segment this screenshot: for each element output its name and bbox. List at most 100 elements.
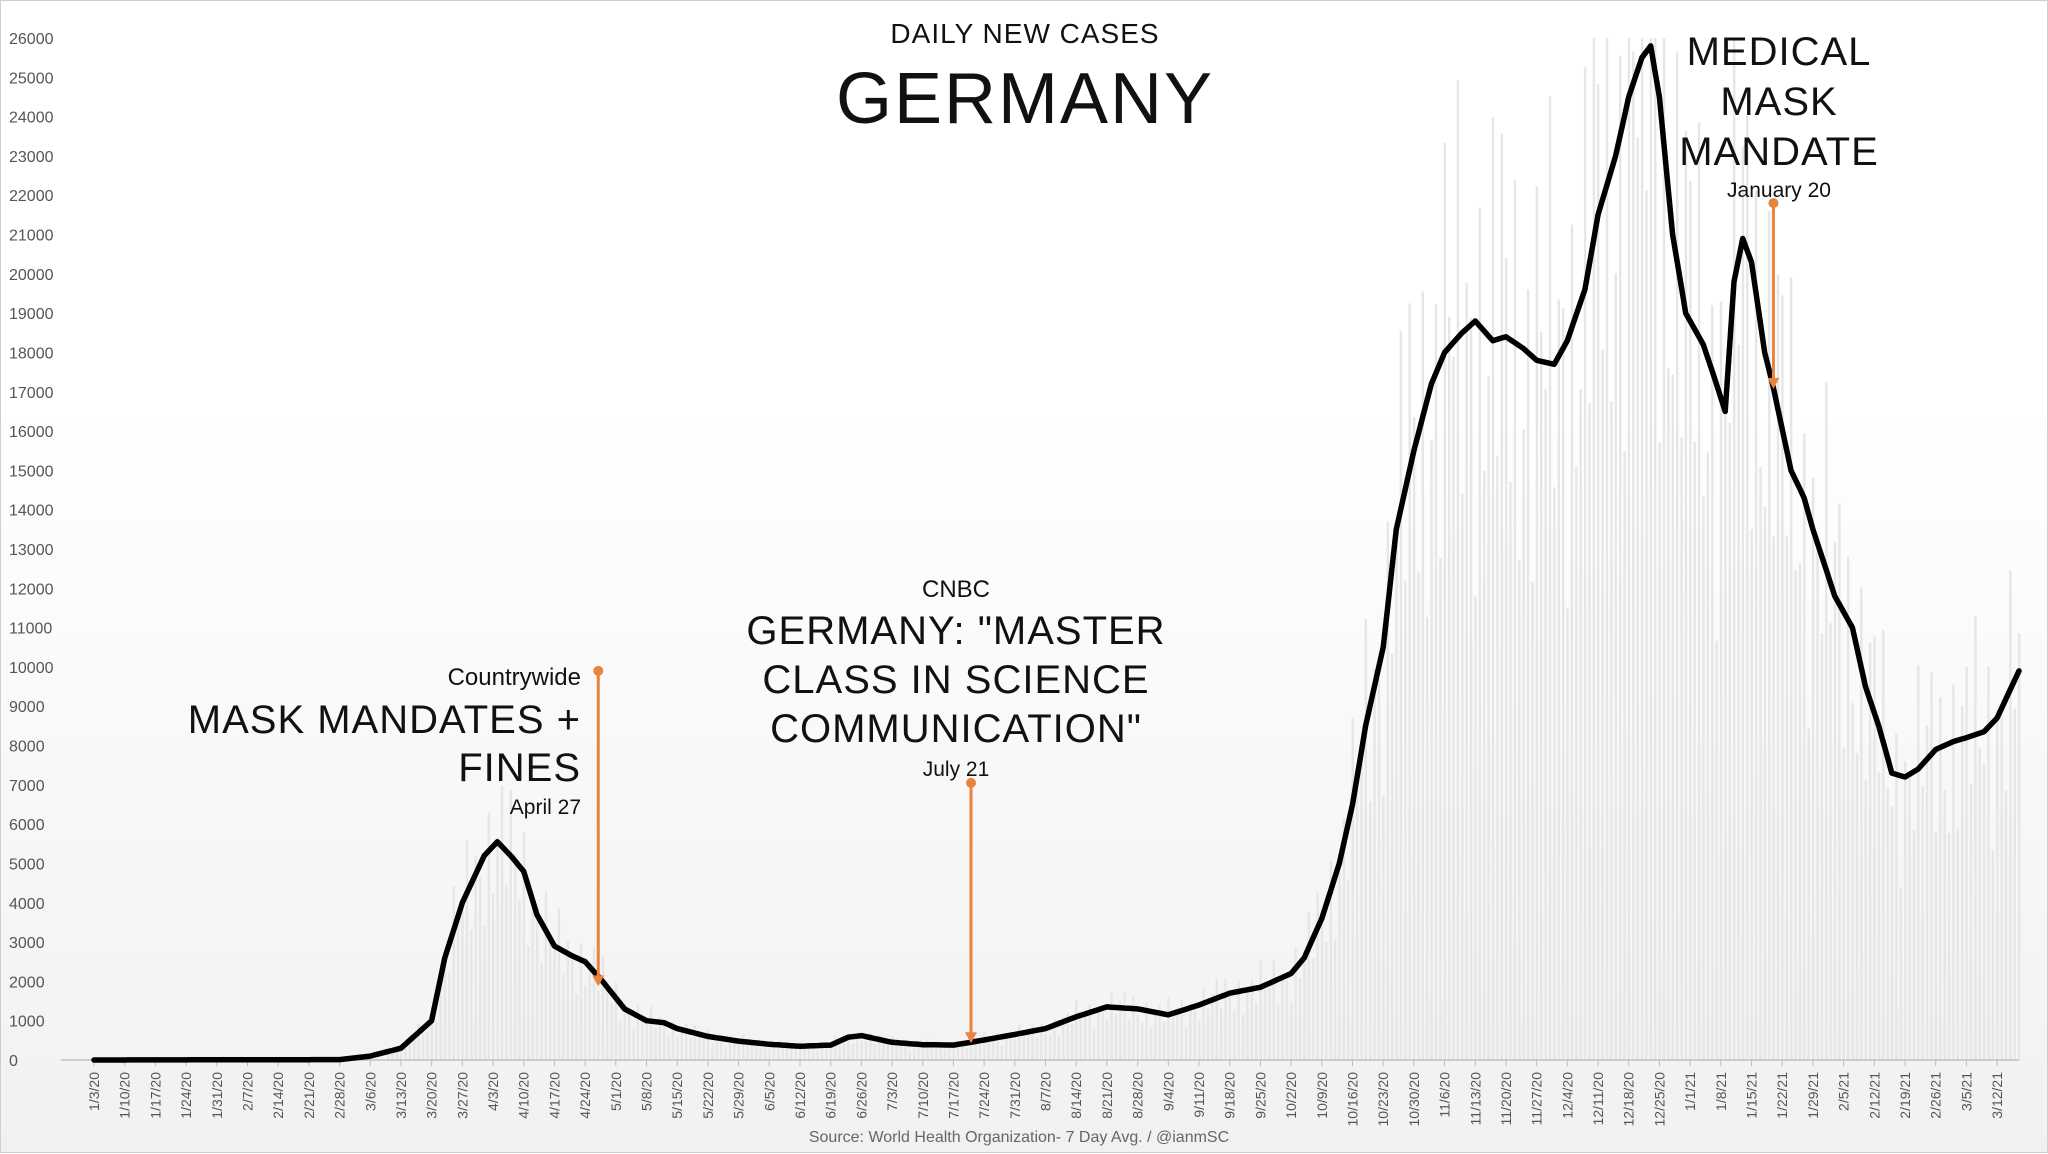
annotation-2-line-1: GERMANY: "MASTER [746,609,1165,653]
daily-bar [1908,778,1911,1060]
daily-bar [649,1006,653,1060]
daily-bar [1904,761,1907,1060]
daily-bar [948,1042,951,1060]
y-tick-label: 6000 [9,817,45,834]
daily-bar [1912,830,1916,1060]
y-tick-label: 16000 [9,424,54,441]
y-tick-label: 5000 [9,856,45,873]
daily-bar [724,1046,727,1060]
daily-bar [1518,559,1521,1060]
y-tick-label: 17000 [9,385,54,402]
daily-bar [1491,117,1495,1061]
x-tick-label: 2/26/21 [1928,1072,1944,1119]
daily-bar [856,1032,859,1060]
annotation-arrow-dot [593,665,604,676]
daily-bar [772,1046,776,1060]
daily-bar [685,1023,688,1060]
x-tick-label: 1/10/20 [117,1072,133,1119]
x-tick-label: 1/31/20 [209,1072,225,1119]
daily-bar [1281,974,1284,1060]
daily-bar [1768,211,1771,1061]
annotation-arrow-head [1767,377,1780,389]
daily-bar [1693,441,1696,1060]
daily-bar [1276,1004,1280,1060]
x-tick-label: 3/6/20 [362,1072,378,1111]
daily-bar [1816,542,1819,1060]
daily-bar [1483,470,1486,1061]
daily-bar [1461,494,1464,1060]
daily-bar [1105,1020,1109,1060]
daily-bar [926,1039,929,1060]
daily-bar [781,1048,784,1060]
daily-bar [1746,116,1749,1060]
daily-bar [404,1043,407,1060]
daily-bar [1741,147,1745,1060]
daily-bar [1588,402,1591,1060]
daily-bar [882,1037,885,1060]
daily-bar [759,1048,762,1060]
daily-bar [531,908,534,1060]
daily-bar [1803,433,1806,1061]
daily-bar [553,944,556,1060]
daily-bar [1237,980,1240,1060]
daily-bar [698,1030,701,1060]
daily-bar [1505,257,1508,1060]
daily-bar [930,1046,933,1060]
daily-bar [1000,1046,1004,1060]
daily-bar [996,1034,999,1060]
daily-bar [1250,979,1253,1060]
daily-bar [1838,503,1841,1060]
daily-bar [1640,38,1644,1060]
daily-bar [1987,666,1990,1060]
annotation-3-line-1: MEDICAL [1687,30,1872,74]
daily-bar [1189,1005,1192,1060]
annotation-1-line-2: FINES [458,746,581,790]
daily-bar [575,993,578,1060]
daily-bar [1088,1004,1091,1060]
x-tick-label: 11/13/20 [1467,1072,1483,1126]
daily-bar [1092,1029,1096,1060]
daily-bar [1198,1021,1201,1060]
daily-bar [1781,295,1784,1060]
daily-bar [763,1041,767,1060]
annotation-2-date: July 21 [923,758,990,781]
daily-bar [1167,997,1170,1060]
daily-bar [939,1041,942,1060]
daily-bar [557,908,561,1060]
daily-bar [636,1005,640,1060]
daily-bar [1434,304,1438,1060]
daily-bar [1895,733,1898,1060]
daily-bar [1877,772,1881,1060]
daily-bar [1917,665,1920,1060]
daily-bar [1982,764,1986,1060]
daily-bar [1294,947,1297,1060]
daily-bar [1939,697,1942,1060]
x-tick-label: 7/24/20 [976,1072,992,1119]
x-tick-label: 9/18/20 [1222,1072,1238,1119]
daily-bar [588,970,591,1060]
x-tick-label: 12/25/20 [1651,1072,1667,1127]
daily-bar [1084,1015,1087,1060]
daily-bar [1101,1012,1104,1060]
daily-bar [1443,142,1446,1060]
daily-bar [1430,440,1433,1060]
y-tick-label: 11000 [9,621,52,638]
annotation-1-date: April 27 [510,796,581,819]
source-credit: Source: World Health Organization- 7 Day… [809,1129,1229,1146]
daily-bar [1180,999,1183,1060]
daily-bar [461,897,464,1060]
x-tick-label: 4/24/20 [577,1072,593,1119]
daily-bar [623,1012,626,1060]
x-tick-label: 1/8/21 [1713,1072,1729,1111]
daily-bar [908,1050,911,1060]
daily-bar [1807,728,1810,1060]
x-tick-label: 10/23/20 [1375,1072,1391,1127]
daily-bar [1996,709,1999,1060]
daily-bar [1162,1021,1166,1060]
daily-bar [645,1021,648,1060]
daily-bar [825,1045,828,1060]
daily-bar [1632,51,1635,1060]
x-tick-label: 3/5/21 [1958,1072,1974,1111]
daily-bar [1360,755,1363,1060]
daily-bar [1562,308,1565,1060]
